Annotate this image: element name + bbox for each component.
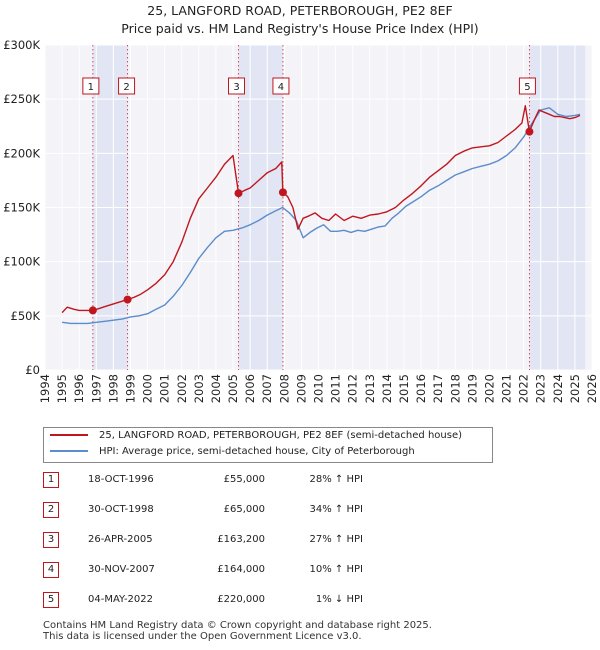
sale-label: 4 bbox=[278, 82, 284, 93]
transaction-price: £164,000 bbox=[217, 564, 265, 575]
sale-point bbox=[278, 188, 287, 197]
table-row: 3 26-APR-2005 £163,200 27% ↑ HPI bbox=[43, 530, 443, 550]
transaction-price: £220,000 bbox=[217, 594, 265, 605]
transaction-hpi-diff: 28% ↑ HPI bbox=[309, 474, 363, 485]
x-tick-label: 2014 bbox=[380, 374, 394, 403]
table-row: 1 18-OCT-1996 £55,000 28% ↑ HPI bbox=[43, 470, 443, 490]
x-tick-label: 2002 bbox=[175, 374, 189, 403]
x-tick-label: 1996 bbox=[72, 374, 86, 403]
sale-point bbox=[123, 295, 132, 304]
x-tick-label: 2017 bbox=[431, 374, 445, 403]
sale-label-box bbox=[518, 77, 536, 95]
x-tick-label: 2023 bbox=[534, 374, 548, 403]
table-row: 5 04-MAY-2022 £220,000 1% ↓ HPI bbox=[43, 590, 443, 610]
x-tick-label: 2015 bbox=[397, 374, 411, 403]
legend-swatch-property bbox=[50, 434, 88, 436]
sale-point bbox=[234, 189, 243, 198]
x-tick-label: 2013 bbox=[363, 374, 377, 403]
footer-copyright: Contains HM Land Registry data © Crown c… bbox=[43, 620, 432, 631]
x-tick-label: 2001 bbox=[158, 374, 172, 403]
x-tick-label: 2009 bbox=[294, 374, 308, 403]
x-tick-label: 1998 bbox=[106, 374, 120, 403]
sale-label-box bbox=[228, 77, 246, 95]
x-tick-label: 2007 bbox=[260, 374, 274, 403]
property-price-line bbox=[61, 104, 581, 314]
y-tick-label: £50K bbox=[11, 309, 41, 323]
transaction-date: 04-MAY-2022 bbox=[88, 594, 154, 605]
x-tick-label: 2020 bbox=[482, 374, 496, 403]
transaction-number: 1 bbox=[43, 472, 59, 488]
transaction-date: 26-APR-2005 bbox=[88, 534, 153, 545]
x-tick-label: 2025 bbox=[568, 374, 582, 403]
x-tick-label: 1997 bbox=[89, 374, 103, 403]
x-tick-label: 2026 bbox=[585, 374, 599, 403]
legend-item-hpi: HPI: Average price, semi-detached house,… bbox=[50, 444, 415, 460]
x-tick-label: 2000 bbox=[141, 374, 155, 403]
y-tick-label: £300K bbox=[3, 38, 40, 52]
x-tick-label: 2010 bbox=[312, 374, 326, 403]
footer-licence: This data is licensed under the Open Gov… bbox=[43, 631, 362, 642]
x-tick-label: 2022 bbox=[517, 374, 531, 403]
hpi-line bbox=[62, 107, 581, 325]
x-tick-label: 2008 bbox=[277, 374, 291, 403]
legend-item-property: 25, LANGFORD ROAD, PETERBOROUGH, PE2 8EF… bbox=[50, 428, 462, 444]
x-tick-label: 2011 bbox=[329, 374, 343, 403]
transaction-date: 30-NOV-2007 bbox=[88, 564, 155, 575]
legend-swatch-hpi bbox=[50, 450, 88, 452]
sale-label: 3 bbox=[233, 82, 239, 93]
transaction-price: £65,000 bbox=[223, 504, 265, 515]
sale-point bbox=[88, 306, 97, 315]
x-tick-label: 1995 bbox=[55, 374, 69, 403]
chart-subtitle: Price paid vs. HM Land Registry's House … bbox=[121, 21, 479, 36]
sale-label-box bbox=[82, 77, 100, 95]
chart-legend: 25, LANGFORD ROAD, PETERBOROUGH, PE2 8EF… bbox=[43, 427, 493, 463]
x-tick-label: 2006 bbox=[243, 374, 257, 403]
legend-label-property: 25, LANGFORD ROAD, PETERBOROUGH, PE2 8EF… bbox=[99, 430, 463, 441]
x-tick-label: 2019 bbox=[465, 374, 479, 403]
table-row: 4 30-NOV-2007 £164,000 10% ↑ HPI bbox=[43, 560, 443, 580]
sale-label-box bbox=[118, 77, 136, 95]
x-tick-label: 2016 bbox=[414, 374, 428, 403]
sale-label-box bbox=[272, 77, 290, 95]
x-tick-label: 2003 bbox=[192, 374, 206, 403]
transaction-hpi-diff: 10% ↑ HPI bbox=[309, 564, 363, 575]
sale-point bbox=[525, 127, 534, 136]
transaction-date: 18-OCT-1996 bbox=[88, 474, 154, 485]
x-tick-label: 2005 bbox=[226, 374, 240, 403]
sale-label: 1 bbox=[88, 82, 94, 93]
sale-label: 2 bbox=[123, 82, 129, 93]
y-tick-label: £150K bbox=[3, 201, 40, 215]
legend-label-hpi: HPI: Average price, semi-detached house,… bbox=[99, 446, 415, 457]
transaction-number: 4 bbox=[43, 562, 59, 578]
y-tick-label: £0 bbox=[25, 363, 40, 377]
transaction-hpi-diff: 27% ↑ HPI bbox=[309, 534, 363, 545]
transaction-number: 5 bbox=[43, 592, 59, 608]
y-tick-label: £250K bbox=[3, 92, 40, 106]
x-tick-label: 2021 bbox=[500, 374, 514, 403]
transaction-price: £55,000 bbox=[223, 474, 265, 485]
transaction-number: 3 bbox=[43, 532, 59, 548]
sale-label: 5 bbox=[524, 82, 530, 93]
y-tick-label: £100K bbox=[3, 255, 40, 269]
table-row: 2 30-OCT-1998 £65,000 34% ↑ HPI bbox=[43, 500, 443, 520]
x-tick-label: 2004 bbox=[209, 374, 223, 403]
chart-title: 25, LANGFORD ROAD, PETERBOROUGH, PE2 8EF bbox=[147, 3, 453, 18]
x-tick-label: 1999 bbox=[123, 374, 137, 403]
transaction-date: 30-OCT-1998 bbox=[88, 504, 154, 515]
x-tick-label: 2024 bbox=[551, 374, 565, 403]
transaction-hpi-diff: 34% ↑ HPI bbox=[309, 504, 363, 515]
x-tick-label: 2018 bbox=[448, 374, 462, 403]
x-tick-label: 2012 bbox=[346, 374, 360, 403]
x-tick-label: 1994 bbox=[38, 374, 52, 403]
transaction-hpi-diff: 1% ↓ HPI bbox=[315, 594, 363, 605]
y-tick-label: £200K bbox=[3, 146, 40, 160]
transaction-price: £163,200 bbox=[217, 534, 265, 545]
transaction-number: 2 bbox=[43, 502, 59, 518]
